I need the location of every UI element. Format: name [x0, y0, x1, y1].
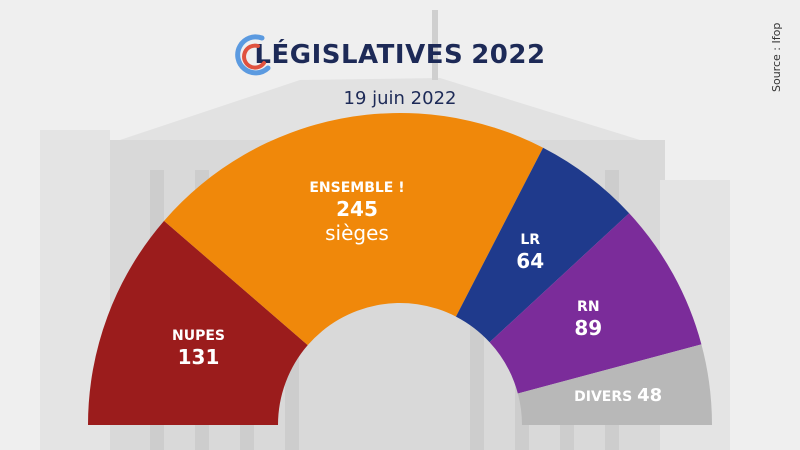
label-value: 245: [336, 197, 378, 221]
label-divers: DIVERS 48: [574, 385, 662, 406]
segment-lr: [455, 147, 630, 343]
title-block: LÉGISLATIVES 2022: [0, 34, 800, 76]
label-name: RN: [577, 299, 600, 315]
segment-rn: [489, 213, 702, 394]
label-value: 64: [516, 249, 544, 273]
title-text: LÉGISLATIVES: [254, 40, 464, 70]
label-name: ENSEMBLE !: [309, 180, 404, 196]
label-value: 131: [178, 345, 220, 369]
segment-divers: [517, 344, 712, 425]
title-year: 2022: [471, 40, 546, 70]
chart-subtitle: 19 juin 2022: [343, 88, 457, 109]
label-name: LR: [520, 232, 540, 248]
label-divers-text: DIVERS 48: [574, 385, 662, 406]
segment-ensemble: [164, 112, 544, 346]
label-value: 89: [574, 316, 602, 340]
segment-nupes: [88, 220, 308, 425]
label-unit: sièges: [325, 221, 389, 245]
chart-title: LÉGISLATIVES 2022: [235, 34, 546, 76]
label-name: NUPES: [172, 328, 225, 344]
source-note: Source : Ifop: [770, 22, 783, 92]
swoosh-logo-icon: [235, 34, 271, 76]
